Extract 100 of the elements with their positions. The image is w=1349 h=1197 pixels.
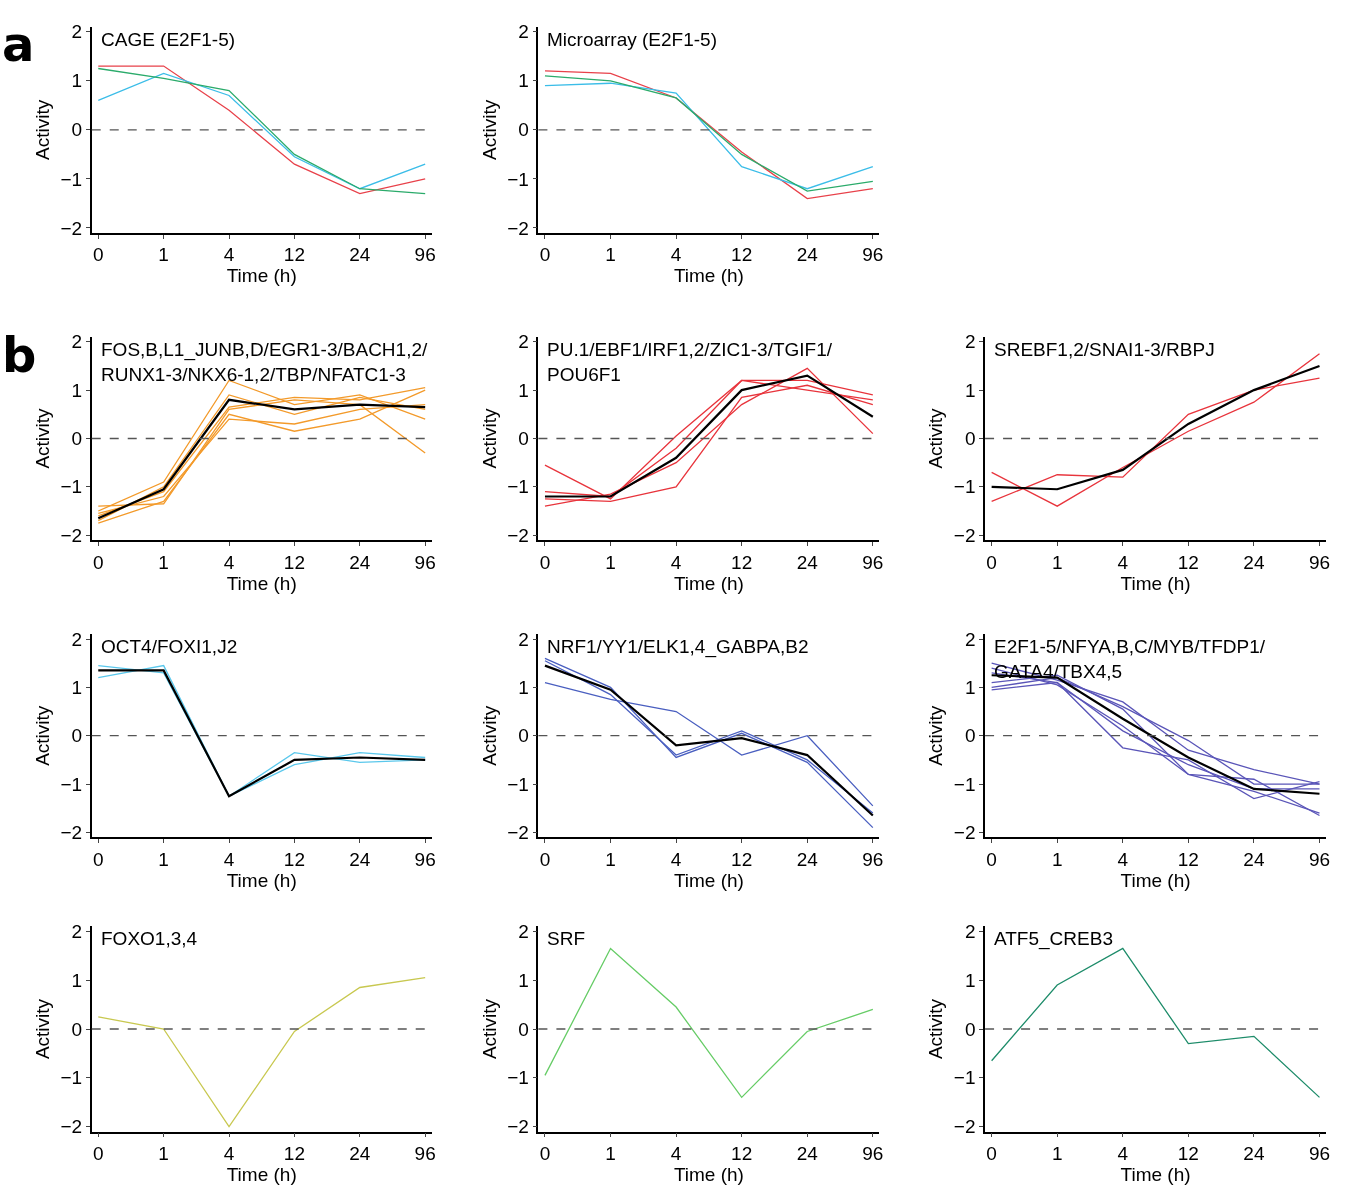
x-tick-label: 1	[605, 1143, 616, 1165]
chart-title: OCT4/FOXI1,J2	[101, 636, 238, 657]
y-tick-label: −1	[60, 1067, 83, 1089]
y-tick-label: −2	[953, 524, 976, 546]
x-tick-label: 12	[1177, 1143, 1199, 1165]
y-tick-label: 1	[964, 677, 976, 699]
y-tick-label: 0	[71, 428, 83, 450]
chart-title: ATF5_CREB3	[994, 928, 1113, 950]
x-tick-label: 0	[539, 1143, 551, 1165]
chart-title: FOXO1,3,4	[101, 928, 198, 949]
y-axis-title: Activity	[925, 705, 947, 766]
y-tick-label: 1	[518, 379, 529, 401]
y-tick-label: −2	[60, 524, 83, 546]
x-tick-label: 1	[158, 244, 169, 266]
x-tick-label: 4	[223, 848, 235, 870]
x-tick-label: 1	[605, 551, 616, 573]
y-tick-label: 0	[518, 428, 529, 450]
y-tick-label: 0	[518, 1018, 529, 1040]
x-tick-label: 12	[731, 551, 753, 573]
x-tick-label: 1	[1051, 1143, 1063, 1165]
y-tick-label: −1	[507, 476, 529, 498]
x-tick-label: 24	[349, 848, 371, 870]
y-tick-label: 1	[964, 379, 976, 401]
chart-title: Microarray (E2F1-5)	[547, 29, 717, 50]
x-tick-label: 4	[670, 848, 682, 870]
y-axis-title: Activity	[478, 998, 500, 1060]
y-tick-label: 2	[518, 21, 529, 43]
y-tick-label: 2	[71, 628, 83, 650]
x-tick-label: 24	[349, 1143, 371, 1165]
x-axis-title: Time (h)	[673, 869, 744, 891]
x-tick-label: 0	[92, 551, 104, 573]
text: PU.1/EBF1/IRF1,2/ZIC1-3/TGIF1/ POU6F1	[547, 339, 833, 385]
x-tick-label: 4	[670, 244, 682, 266]
x-axis-title: Time (h)	[226, 265, 297, 287]
chart-title: SRF	[547, 928, 585, 949]
x-tick-label: 0	[986, 1143, 997, 1165]
x-tick-label: 96	[1308, 848, 1331, 870]
x-tick-label: 4	[670, 1143, 682, 1165]
x-tick-label: 0	[539, 551, 551, 573]
y-tick-label: −1	[60, 476, 83, 498]
y-tick-label: 1	[71, 70, 83, 92]
x-tick-label: 0	[539, 244, 551, 266]
y-axis-title: Activity	[31, 99, 53, 160]
x-tick-label: 1	[605, 848, 616, 870]
chart-title: CAGE (E2F1-5)	[101, 29, 236, 50]
y-tick-label: 2	[964, 920, 976, 942]
x-tick-label: 96	[414, 848, 436, 870]
x-tick-label: 4	[1117, 551, 1129, 573]
y-tick-label: −1	[60, 773, 83, 795]
x-tick-label: 0	[92, 848, 104, 870]
y-tick-label: −2	[953, 822, 976, 844]
x-tick-label: 96	[1308, 551, 1331, 573]
x-tick-label: 0	[92, 1143, 104, 1165]
y-tick-label: −2	[507, 217, 529, 239]
x-tick-label: 96	[862, 244, 884, 266]
x-tick-label: 24	[349, 244, 371, 266]
y-tick-label: −2	[60, 217, 83, 239]
y-tick-label: 1	[518, 969, 529, 991]
y-tick-label: 0	[964, 725, 976, 747]
x-tick-label: 96	[414, 551, 436, 573]
y-axis-title: Activity	[925, 998, 947, 1060]
y-tick-label: 2	[518, 628, 529, 650]
x-tick-label: 24	[796, 848, 819, 870]
x-tick-label: 12	[1177, 848, 1199, 870]
chart-title: NRF1/YY1/ELK1,4_GABPA,B2	[547, 636, 809, 658]
y-tick-label: 2	[518, 331, 529, 353]
x-tick-label: 12	[1177, 551, 1199, 573]
x-axis-title: Time (h)	[1120, 1164, 1191, 1186]
x-tick-label: 24	[1243, 1143, 1265, 1165]
y-axis-title: Activity	[478, 407, 500, 469]
y-tick-label: 1	[71, 379, 83, 401]
y-tick-label: −2	[507, 822, 529, 844]
x-tick-label: 4	[1117, 848, 1129, 870]
x-tick-label: 96	[862, 551, 884, 573]
x-tick-label: 12	[283, 244, 305, 266]
x-axis-title: Time (h)	[226, 869, 297, 891]
y-tick-label: 1	[964, 969, 976, 991]
y-tick-label: −1	[953, 476, 976, 498]
y-axis-title: Activity	[478, 705, 500, 766]
y-tick-label: −1	[60, 168, 83, 190]
x-tick-label: 4	[223, 551, 235, 573]
x-tick-label: 96	[414, 244, 436, 266]
x-axis-title: Time (h)	[1120, 869, 1191, 891]
y-tick-label: 2	[71, 920, 83, 942]
y-tick-label: 0	[71, 1018, 83, 1040]
y-tick-label: 2	[964, 331, 976, 353]
y-tick-label: 0	[964, 1018, 976, 1040]
y-tick-label: 1	[518, 677, 529, 699]
x-tick-label: 4	[223, 1143, 235, 1165]
y-axis-title: Activity	[31, 705, 53, 766]
y-tick-label: −2	[60, 822, 83, 844]
y-axis-title: Activity	[925, 407, 947, 469]
y-tick-label: 2	[964, 628, 976, 650]
x-tick-label: 1	[158, 1143, 169, 1165]
x-tick-label: 96	[414, 1143, 436, 1165]
x-tick-label: 0	[986, 551, 997, 573]
x-axis-title: Time (h)	[673, 265, 744, 287]
x-tick-label: 1	[605, 244, 616, 266]
x-tick-label: 0	[539, 848, 551, 870]
y-tick-label: −2	[507, 524, 529, 546]
